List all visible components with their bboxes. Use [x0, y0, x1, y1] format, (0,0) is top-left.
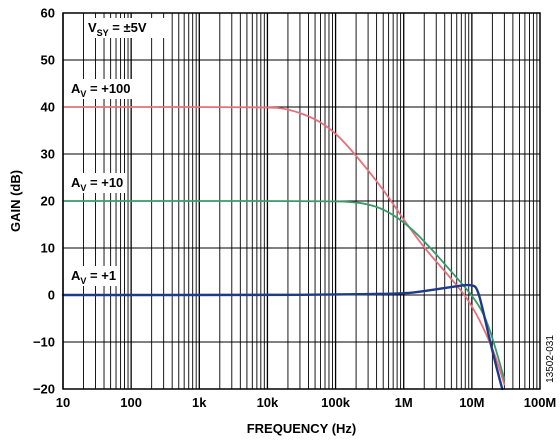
y-tick-label: −20	[33, 382, 55, 397]
y-tick-labels: 60 50 40 30 20 10 0 −10 −20	[33, 6, 55, 397]
x-tick-label: 100	[120, 395, 142, 410]
x-tick-label: 10k	[257, 395, 279, 410]
x-tick-label: 10	[56, 395, 70, 410]
y-axis-label: GAIN (dB)	[8, 170, 23, 232]
y-tick-label: 20	[41, 194, 55, 209]
y-tick-label: −10	[33, 335, 55, 350]
av10-annotation: AV = +10	[71, 175, 123, 193]
vsy-annotation: VSY = ±5V	[88, 20, 147, 38]
x-axis-label: FREQUENCY (Hz)	[247, 421, 357, 436]
annotations: VSY = ±5V AV = +100 AV = +10 AV = +1	[68, 18, 167, 286]
x-tick-label: 1k	[192, 395, 207, 410]
x-tick-label: 100k	[321, 395, 351, 410]
curve-av-1	[61, 283, 504, 391]
x-tick-label: 100M	[524, 395, 557, 410]
figure-code: 13502-031	[545, 335, 556, 383]
x-tick-label: 1M	[395, 395, 413, 410]
curves	[61, 106, 506, 391]
plot-frame	[62, 12, 541, 390]
y-tick-label: 50	[41, 53, 55, 68]
av1-annotation: AV = +1	[71, 268, 116, 286]
annotation-background	[68, 79, 134, 99]
y-tick-label: 0	[48, 288, 55, 303]
x-tick-label: 10M	[459, 395, 484, 410]
av100-annotation: AV = +100	[71, 81, 131, 99]
curve-av-10	[62, 200, 506, 381]
curve-av-100	[62, 106, 506, 386]
annotation-background	[68, 173, 126, 193]
annotation-background	[68, 266, 118, 286]
y-tick-label: 30	[41, 147, 55, 162]
y-tick-label: 10	[41, 241, 55, 256]
x-tick-labels: 10 100 1k 10k 100k 1M 10M 100M	[56, 395, 557, 410]
annotation-background	[85, 18, 167, 38]
y-tick-label: 40	[41, 100, 55, 115]
y-tick-label: 60	[41, 6, 55, 21]
